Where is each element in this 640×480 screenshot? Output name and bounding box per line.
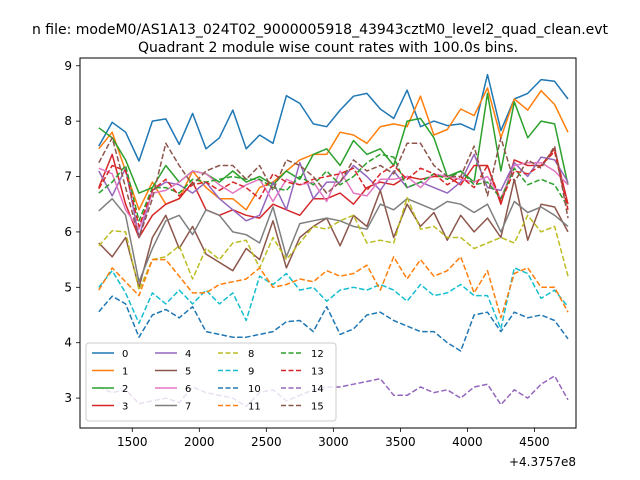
x-tick-label: 4500 <box>519 435 550 449</box>
x-tick-label: 3500 <box>385 435 416 449</box>
legend-label-6: 6 <box>185 384 191 395</box>
figure-suptitle: n file: modeM0/AS1A13_024T02_9000005918_… <box>32 22 609 38</box>
x-tick-label: 1500 <box>117 435 148 449</box>
y-tick-label: 4 <box>64 336 72 350</box>
x-tick-label: 2500 <box>251 435 282 449</box>
series-layer <box>98 73 569 408</box>
x-axis: 1500 2000 2500 3000 3500 4000 4500 <box>117 428 550 449</box>
series-line-8 <box>98 196 569 291</box>
legend-label-2: 2 <box>122 384 128 395</box>
legend-label-11: 11 <box>248 402 261 413</box>
series-line-2 <box>98 92 569 194</box>
y-tick-label: 3 <box>64 391 72 405</box>
legend-label-8: 8 <box>248 349 254 360</box>
series-line-0 <box>98 73 569 162</box>
chart-title: Quadrant 2 module wise count rates with … <box>138 40 518 56</box>
series-line-14 <box>98 375 569 408</box>
legend-box <box>85 342 337 422</box>
series-line-12 <box>98 153 569 222</box>
x-tick-label: 4000 <box>452 435 483 449</box>
x-offset-label: +4.3757e8 <box>509 455 576 469</box>
legend-label-13: 13 <box>311 367 324 378</box>
series-line-11 <box>98 256 569 319</box>
legend-label-14: 14 <box>311 384 324 395</box>
y-axis: 3 4 5 6 7 8 9 <box>64 59 80 405</box>
series-line-5 <box>98 178 569 289</box>
legend-label-9: 9 <box>248 367 254 378</box>
legend-label-15: 15 <box>311 402 324 413</box>
axes-frame <box>79 57 577 429</box>
x-tick-label: 3000 <box>318 435 349 449</box>
series-line-10 <box>98 295 569 352</box>
legend-label-7: 7 <box>185 402 191 413</box>
legend-label-1: 1 <box>122 367 128 378</box>
legend-label-3: 3 <box>122 402 128 413</box>
series-line-6 <box>98 161 569 230</box>
y-tick-label: 9 <box>64 59 72 73</box>
legend-label-0: 0 <box>122 349 128 360</box>
legend-label-12: 12 <box>311 349 324 360</box>
legend-label-5: 5 <box>185 367 191 378</box>
series-line-7 <box>98 197 569 283</box>
series-line-9 <box>98 267 569 330</box>
series-line-15 <box>98 137 569 239</box>
y-tick-label: 8 <box>64 114 72 128</box>
x-tick-label: 2000 <box>184 435 215 449</box>
y-tick-label: 5 <box>64 280 72 294</box>
series-line-13 <box>98 150 569 228</box>
y-tick-label: 7 <box>64 170 72 184</box>
y-tick-label: 6 <box>64 225 72 239</box>
legend-label-10: 10 <box>248 384 261 395</box>
legend-label-4: 4 <box>185 349 191 360</box>
